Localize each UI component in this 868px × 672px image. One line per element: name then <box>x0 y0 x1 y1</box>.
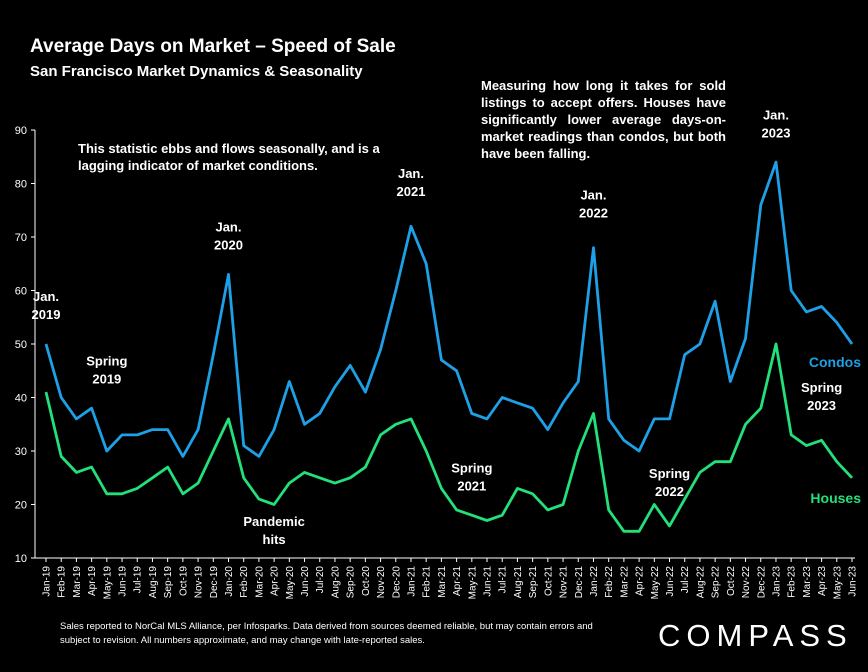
y-tick-label: 60 <box>15 286 27 298</box>
x-tick-label: May-21 <box>467 566 478 600</box>
x-tick-label: Feb-20 <box>239 566 250 598</box>
x-tick-label: Jun-19 <box>118 566 129 597</box>
y-tick-label: 20 <box>15 500 27 512</box>
x-tick-label: Jun-23 <box>848 566 859 597</box>
annotation-label: Jan. <box>763 107 789 122</box>
annotations: Jan. 2019 Spring 2019 Jan. 2020 Pandemic hits Ja… <box>32 107 843 547</box>
annotation-label: Spring <box>86 353 127 368</box>
annotation-label: Pandemic <box>243 514 304 529</box>
series-line-condos <box>44 160 854 458</box>
x-tick-label: Oct-21 <box>543 566 554 596</box>
x-tick-label: Apr-19 <box>87 566 98 596</box>
x-tick-label: Feb-23 <box>787 566 798 598</box>
annotation-label: 2021 <box>457 478 486 493</box>
x-tick-label: Dec-19 <box>209 566 220 599</box>
annotation-label: hits <box>263 532 286 547</box>
annotation-label: 2021 <box>397 184 426 199</box>
x-tick-label: Apr-23 <box>817 566 828 596</box>
x-tick-label: Aug-19 <box>148 566 159 599</box>
series-label-condos: Condos <box>809 354 861 370</box>
x-tick-label: Nov-21 <box>559 566 570 599</box>
annotation-label: Jan. <box>580 188 606 203</box>
x-tick-label: Oct-22 <box>726 566 737 596</box>
annotation-label: Jan. <box>398 166 424 181</box>
series-label-houses: Houses <box>810 490 861 506</box>
annotation-label: Jan. <box>215 220 241 235</box>
x-tick-label: May-19 <box>102 566 113 600</box>
annotation-label: 2022 <box>579 206 608 221</box>
x-tick-label: Jun-21 <box>483 566 494 597</box>
annotation-label: Jan. <box>33 289 59 304</box>
annotation-label: 2023 <box>807 398 836 413</box>
compass-logo: COMPASS <box>658 618 853 653</box>
series-labels: Condos Houses <box>809 354 861 506</box>
x-tick-label: Nov-22 <box>741 566 752 599</box>
y-tick-label: 90 <box>15 125 27 137</box>
annotation-label: Spring <box>451 460 492 475</box>
x-tick-label: Dec-22 <box>756 566 767 599</box>
y-tick-label: 70 <box>15 232 27 244</box>
x-tick-label: Jun-20 <box>300 566 311 597</box>
series-lines <box>44 160 854 533</box>
y-tick-label: 50 <box>15 339 27 351</box>
x-tick-label: Mar-22 <box>619 566 630 598</box>
x-tick-label: Jan-23 <box>771 566 782 597</box>
y-tick-label: 10 <box>15 553 27 565</box>
x-tick-label: Mar-23 <box>802 566 813 598</box>
annotation-label: Spring <box>649 466 690 481</box>
x-tick-label: Nov-19 <box>194 566 205 599</box>
x-tick-label: Mar-19 <box>72 566 83 598</box>
x-tick-label: Jan-21 <box>406 566 417 597</box>
x-tick-label: Apr-21 <box>452 566 463 596</box>
annotation-label: 2019 <box>92 371 121 386</box>
x-tick-label: Dec-21 <box>574 566 585 599</box>
note-seasonal: This statistic ebbs and flows seasonally… <box>78 141 380 173</box>
x-tick-label: Oct-20 <box>361 566 372 596</box>
x-tick-label: Aug-20 <box>330 566 341 599</box>
x-tick-label: Oct-19 <box>178 566 189 596</box>
x-tick-label: Feb-19 <box>57 566 68 598</box>
x-tick-label: Jan-20 <box>224 566 235 597</box>
x-tick-label: May-22 <box>650 566 661 600</box>
annotation-label: Spring <box>801 380 842 395</box>
x-tick-label: Jun-22 <box>665 566 676 597</box>
y-tick-label: 30 <box>15 446 27 458</box>
x-tick-label: Jul-20 <box>315 566 326 594</box>
source-footnote: Sales reported to NorCal MLS Alliance, p… <box>60 621 593 646</box>
series-line-houses <box>44 342 854 533</box>
x-tick-label: Jan-19 <box>42 566 53 597</box>
chart-title: Average Days on Market – Speed of Sale <box>30 36 396 57</box>
x-tick-label: Sep-22 <box>711 566 722 599</box>
x-tick-label: Aug-22 <box>695 566 706 599</box>
axes: 10 20 30 40 50 60 70 80 90 Jan-19 Feb-19 Mar-19 Apr-… <box>15 125 859 599</box>
x-tick-label: Mar-21 <box>437 566 448 598</box>
annotation-label: 2019 <box>32 307 61 322</box>
x-tick-label: Sep-20 <box>346 566 357 599</box>
x-tick-label: Sep-19 <box>163 566 174 599</box>
y-tick-label: 40 <box>15 393 27 405</box>
x-tick-label: Nov-20 <box>376 566 387 599</box>
x-tick-label: Sep-21 <box>528 566 539 599</box>
x-tick-label: Apr-20 <box>270 566 281 596</box>
x-tick-label: Jul-19 <box>133 566 144 594</box>
annotation-label: 2022 <box>655 484 684 499</box>
y-tick-label: 80 <box>15 179 27 191</box>
x-tick-label: Jul-22 <box>680 566 691 594</box>
annotation-label: 2023 <box>762 125 791 140</box>
x-tick-label: Jul-21 <box>498 566 509 594</box>
x-tick-label: Jan-22 <box>589 566 600 597</box>
x-tick-label: May-23 <box>832 566 843 600</box>
chart-subtitle: San Francisco Market Dynamics & Seasonal… <box>30 63 363 80</box>
annotation-label: 2020 <box>214 238 243 253</box>
x-tick-label: Dec-20 <box>391 566 402 599</box>
x-tick-label: Mar-20 <box>254 566 265 598</box>
note-measuring: Measuring how long it takes for sold lis… <box>481 78 726 161</box>
x-tick-label: Feb-22 <box>604 566 615 598</box>
x-tick-label: May-20 <box>285 566 296 600</box>
x-tick-label: Feb-21 <box>422 566 433 598</box>
x-tick-label: Aug-21 <box>513 566 524 599</box>
x-tick-label: Apr-22 <box>635 566 646 596</box>
